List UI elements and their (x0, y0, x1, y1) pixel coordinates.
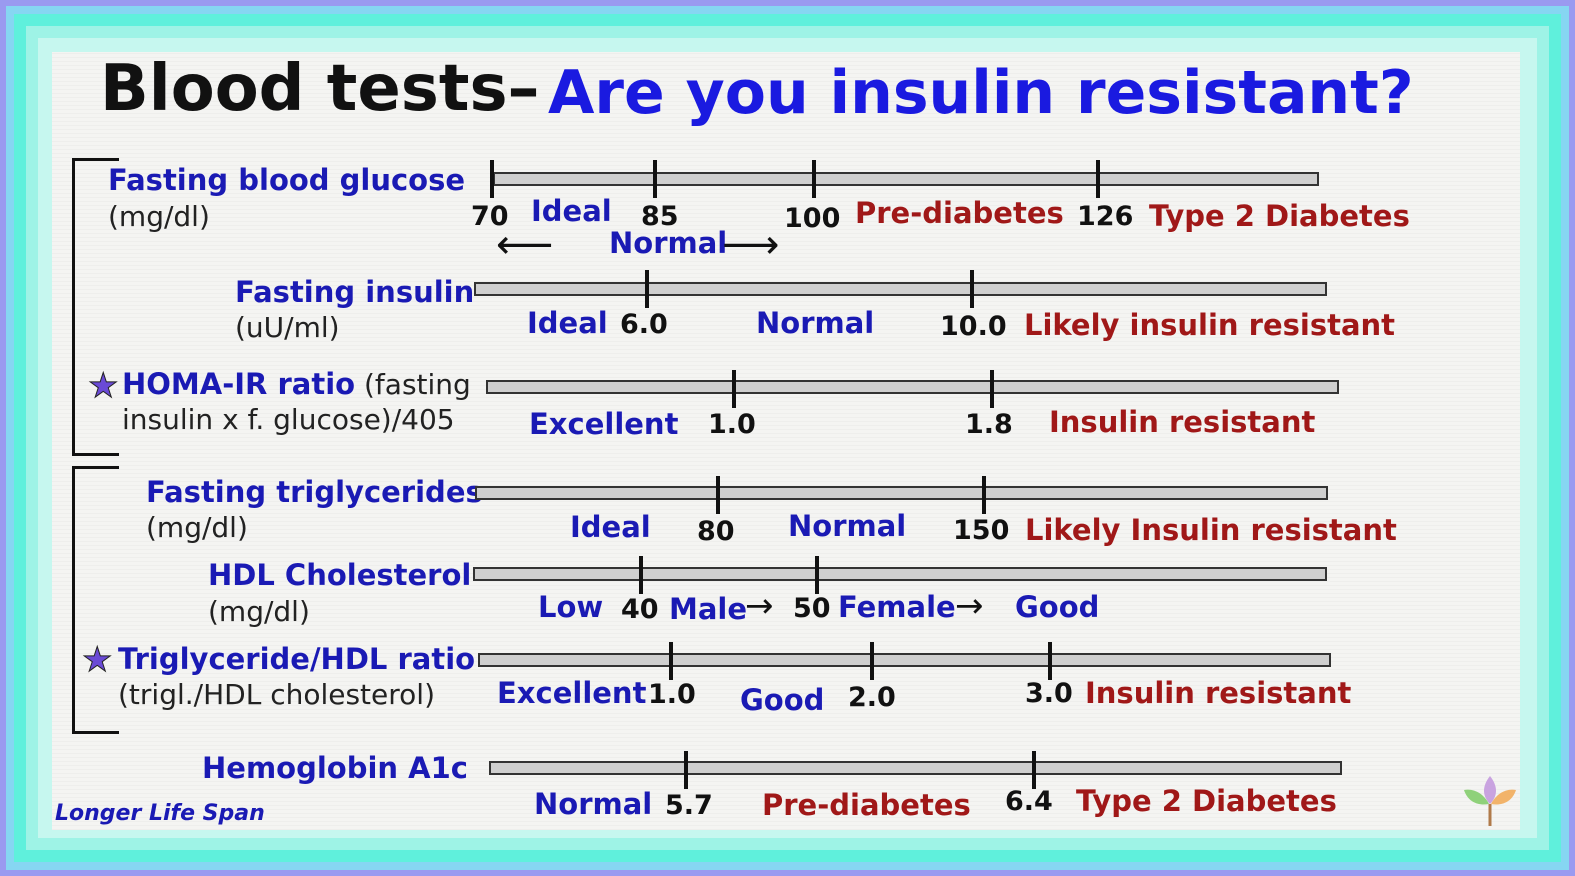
hdl-tick (639, 556, 643, 594)
trig-unit: (mg/dl) (146, 511, 248, 544)
ratio-formula: (trigl./HDL cholesterol) (118, 678, 435, 711)
trig-value: 150 (953, 515, 1010, 546)
insulin-value: 6.0 (620, 309, 668, 340)
glucose-tick (653, 160, 657, 198)
homa-tick (990, 370, 994, 408)
a1c-value: 6.4 (1005, 786, 1053, 817)
hdl-value: 50 (793, 593, 831, 624)
a1c-scale-bar (489, 761, 1342, 775)
glucose-zone-ideal: Ideal (531, 194, 612, 228)
ratio-scale-bar (478, 653, 1331, 667)
hdl-zone-low: Low (538, 590, 604, 624)
a1c-tick (1032, 751, 1036, 789)
homa-value: 1.0 (708, 409, 756, 440)
homa-zone-resistant: Insulin resistant (1049, 405, 1316, 439)
trig-value: 80 (697, 516, 735, 547)
glucose-value: 85 (641, 201, 679, 232)
arrow-right-icon: ⟶ (722, 222, 780, 268)
trig-label: Fasting triglycerides (146, 475, 483, 509)
insulin-zone-normal: Normal (756, 306, 875, 340)
homa-label-tail: (fasting (364, 368, 471, 401)
trig-tick (716, 476, 720, 514)
star-icon: ★ (81, 640, 113, 681)
glucose-value: 100 (784, 203, 841, 234)
insulin-unit: (uU/ml) (235, 311, 340, 344)
a1c-tick (684, 751, 688, 789)
ratio-zone-excellent: Excellent (497, 676, 647, 710)
a1c-zone-t2d: Type 2 Diabetes (1076, 784, 1337, 818)
a1c-zone-normal: Normal (534, 787, 653, 821)
glucose-zone-prediabetes: Pre-diabetes (855, 196, 1064, 230)
insulin-zone-ideal: Ideal (527, 306, 608, 340)
glucose-value: 70 (471, 201, 509, 232)
hdl-tick (815, 556, 819, 594)
glucose-unit: (mg/dl) (108, 200, 210, 233)
ratio-tick (870, 642, 874, 680)
ratio-value: 3.0 (1025, 678, 1073, 709)
hdl-zone-good: Good (1015, 590, 1100, 624)
a1c-zone-prediabetes: Pre-diabetes (762, 788, 971, 822)
arrow-right-icon: → (745, 586, 774, 626)
insulin-tick (970, 270, 974, 308)
glucose-tick (490, 160, 494, 198)
brand-text: Longer Life Span (55, 801, 265, 826)
homa-tick (732, 370, 736, 408)
homa-zone-excellent: Excellent (529, 407, 679, 441)
homa-value: 1.8 (965, 409, 1013, 440)
a1c-label: Hemoglobin A1c (202, 751, 468, 785)
ratio-zone-resistant: Insulin resistant (1085, 676, 1352, 710)
hdl-value: 40 (621, 594, 659, 625)
trig-scale-bar (475, 486, 1328, 500)
homa-label: HOMA-IR ratio (122, 367, 356, 401)
insulin-zone-resistant: Likely insulin resistant (1024, 308, 1396, 342)
bracket-lipid-group (72, 466, 119, 734)
title-part2: Are you insulin resistant? (548, 58, 1414, 128)
trig-tick (982, 476, 986, 514)
insulin-scale-bar (474, 282, 1327, 296)
trig-zone-ideal: Ideal (570, 510, 651, 544)
trig-zone-normal: Normal (788, 509, 907, 543)
glucose-zone-t2d: Type 2 Diabetes (1149, 199, 1410, 233)
insulin-tick (645, 270, 649, 308)
arrow-right-icon: → (955, 586, 984, 626)
trig-zone-resistant: Likely Insulin resistant (1025, 513, 1397, 547)
ratio-label: Triglyceride/HDL ratio (118, 642, 476, 676)
hdl-scale-bar (473, 567, 1327, 581)
arrow-left-icon: ⟵ (496, 222, 554, 268)
hdl-label: HDL Cholesterol (208, 558, 472, 592)
hdl-zone-male: Male (669, 592, 748, 626)
ratio-tick (1048, 642, 1052, 680)
a1c-value: 5.7 (665, 790, 713, 821)
insulin-label: Fasting insulin (235, 275, 475, 309)
title-part1: Blood tests– (100, 52, 540, 126)
glucose-zone-normal: Normal (609, 226, 728, 260)
glucose-value: 126 (1077, 201, 1134, 232)
glucose-tick (1096, 160, 1100, 198)
ratio-value: 2.0 (848, 682, 896, 713)
homa-formula: insulin x f. glucose)/405 (122, 403, 455, 436)
star-icon: ★ (87, 366, 119, 407)
ratio-tick (669, 642, 673, 680)
glucose-scale-bar (493, 172, 1319, 186)
glucose-label: Fasting blood glucose (108, 163, 466, 197)
hdl-zone-female: Female (838, 590, 956, 624)
insulin-value: 10.0 (940, 311, 1007, 342)
bracket-glucose-group (72, 158, 119, 456)
hdl-unit: (mg/dl) (208, 595, 310, 628)
ratio-zone-good: Good (740, 683, 825, 717)
homa-scale-bar (486, 380, 1339, 394)
leaf-logo-icon (1464, 776, 1516, 826)
glucose-tick (812, 160, 816, 198)
ratio-value: 1.0 (648, 679, 696, 710)
